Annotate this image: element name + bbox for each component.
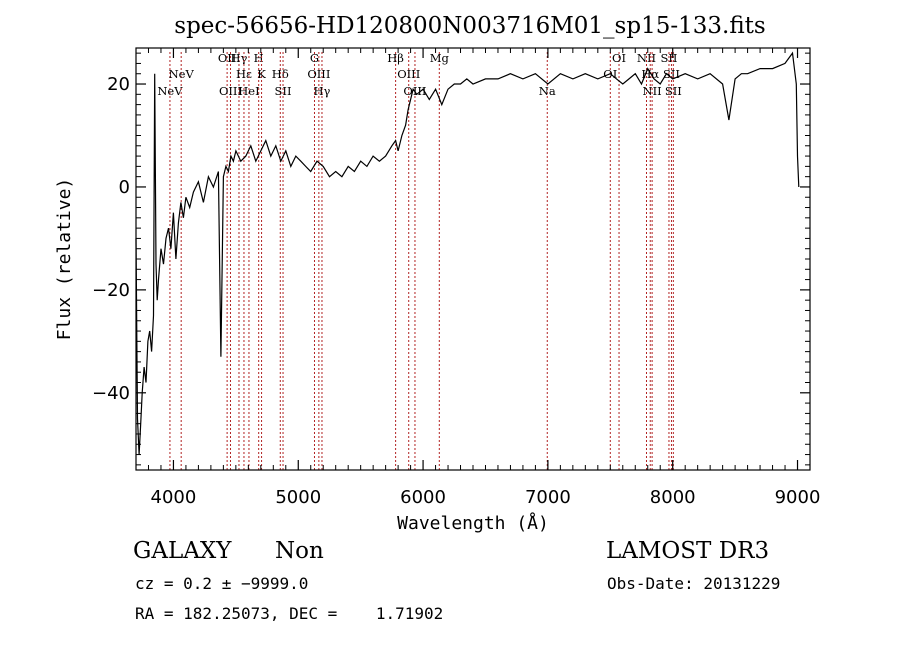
subclass-label: Non [275, 538, 324, 564]
line-marker-label: OIII [397, 67, 420, 81]
y-tick-label: 20 [107, 74, 130, 95]
spectrum-line [135, 51, 800, 455]
line-marker-label: HeI [238, 84, 259, 98]
y-tick-label: 0 [119, 177, 130, 198]
x-tick-label: 9000 [775, 487, 821, 508]
line-marker-label: Hβ [387, 51, 404, 65]
line-marker-label: NII [637, 51, 656, 65]
x-tick-label: 8000 [650, 487, 696, 508]
y-axis-ticks: −40 −20 0 20 [92, 52, 810, 466]
line-marker-label: OIII [307, 67, 330, 81]
survey-label: LAMOST DR3 [606, 538, 770, 564]
plot-frame [135, 47, 811, 471]
x-tick-label: 4000 [151, 487, 197, 508]
line-marker-label: Hε [236, 67, 252, 81]
chart-title: spec-56656-HD120800N003716M01_sp15-133.f… [174, 13, 765, 39]
classification-label: GALAXY [133, 538, 232, 564]
y-tick-label: −40 [92, 383, 130, 404]
emission-line-markers: NeV NeV OII OIII Hγ Hε HeI HK Hδ SII G OIII Hγ Hβ OIII… [157, 51, 682, 470]
redshift-text: cz = 0.2 ± −9999.0 [135, 574, 309, 593]
line-marker-label: OIII [219, 84, 242, 98]
coordinates-text: RA = 182.25073, DEC = 1.71902 [135, 604, 444, 623]
line-marker-label: SII [275, 84, 292, 98]
line-marker-label: G [310, 51, 319, 65]
line-marker-label: OII [218, 51, 237, 65]
line-marker-label: H [254, 51, 264, 65]
obs-date-text: Obs-Date: 20131229 [607, 574, 781, 593]
line-marker-label: Mg [430, 51, 450, 65]
line-marker-label: NII [643, 84, 662, 98]
line-marker-label: K [257, 67, 266, 81]
y-tick-label: −20 [92, 280, 130, 301]
x-tick-label: 7000 [525, 487, 571, 508]
line-marker-label: SII [660, 51, 677, 65]
line-marker-label: NeV [169, 67, 195, 81]
x-tick-label: 5000 [275, 487, 321, 508]
line-marker-label: OI [612, 51, 626, 65]
x-tick-label: 6000 [400, 487, 446, 508]
x-axis-label: Wavelength (Å) [397, 512, 549, 534]
line-marker-label: Hδ [272, 67, 289, 81]
line-marker-label: SII [665, 84, 682, 98]
x-axis-ticks: 4000 5000 6000 7000 8000 9000 [147, 48, 821, 508]
line-marker-label: Hγ [314, 84, 331, 98]
line-marker-label: NeV [157, 84, 183, 98]
y-axis-label: Flux (relative) [54, 178, 75, 341]
line-marker-label: SII [663, 67, 680, 81]
line-marker-label: Na [539, 84, 556, 98]
line-marker-label: Hγ [231, 51, 248, 65]
